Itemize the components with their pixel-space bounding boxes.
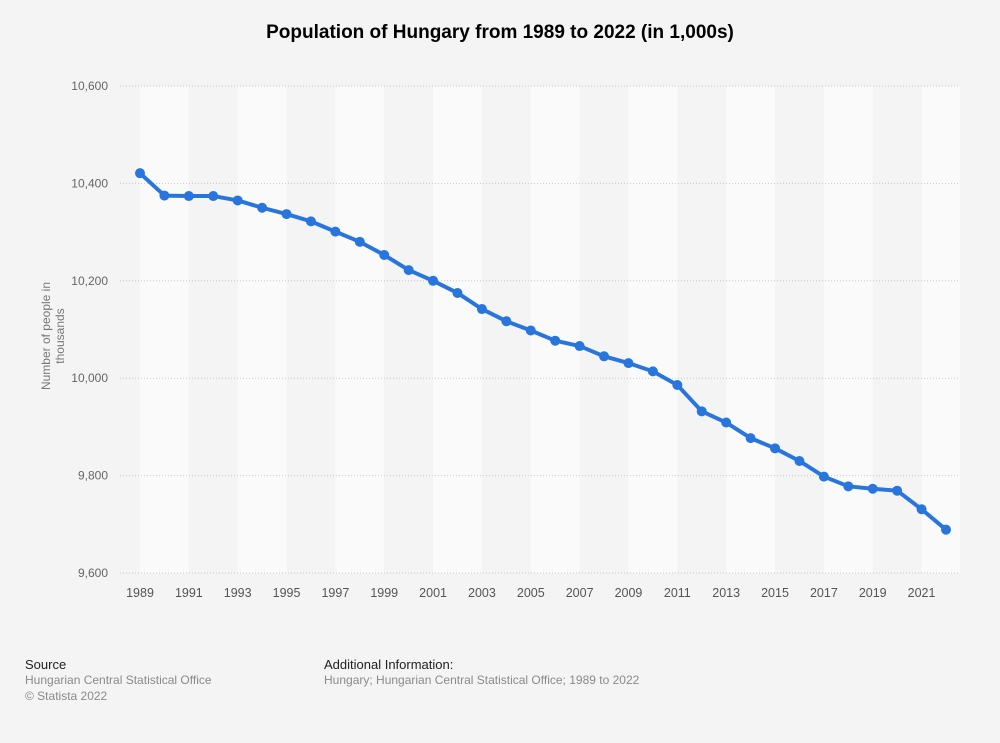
background-band xyxy=(823,86,873,573)
data-point xyxy=(599,351,610,362)
background-band xyxy=(677,86,727,573)
x-tick-label: 2019 xyxy=(859,586,887,600)
data-point xyxy=(476,304,487,315)
y-tick-label: 10,000 xyxy=(71,371,108,385)
data-point xyxy=(232,195,243,206)
data-point xyxy=(745,433,756,444)
y-tick-label: 10,600 xyxy=(71,79,108,93)
x-tick-label: 1991 xyxy=(175,586,203,600)
x-tick-label: 1995 xyxy=(273,586,301,600)
data-point xyxy=(403,265,414,276)
background-band xyxy=(335,86,385,573)
background-band xyxy=(237,86,287,573)
background-band xyxy=(433,86,482,573)
data-point xyxy=(379,249,390,260)
y-tick-label: 10,200 xyxy=(71,274,108,288)
x-tick-label: 1989 xyxy=(126,586,154,600)
data-point xyxy=(281,209,292,220)
data-point xyxy=(916,504,927,515)
data-point xyxy=(696,406,707,417)
data-point xyxy=(550,335,561,346)
x-tick-label: 2017 xyxy=(810,586,838,600)
data-point xyxy=(183,191,194,202)
x-tick-label: 1999 xyxy=(370,586,398,600)
additional-info-text: Hungary; Hungarian Central Statistical O… xyxy=(324,673,640,687)
background-band xyxy=(286,86,336,573)
x-tick-label: 2009 xyxy=(615,586,643,600)
copyright-text: © Statista 2022 xyxy=(25,689,108,703)
additional-info-heading: Additional Information: xyxy=(324,657,454,672)
x-tick-label: 1997 xyxy=(321,586,349,600)
data-point xyxy=(428,275,439,286)
y-tick-label: 9,600 xyxy=(78,566,108,580)
x-tick-label: 2015 xyxy=(761,586,789,600)
background-band xyxy=(726,86,776,573)
source-heading: Source xyxy=(25,657,67,672)
data-point xyxy=(892,485,903,496)
data-point xyxy=(574,341,585,352)
x-tick-label: 2013 xyxy=(712,586,740,600)
data-point xyxy=(647,366,658,377)
background-band xyxy=(188,86,238,573)
y-axis-label: Number of people in thousands xyxy=(39,281,67,391)
data-point xyxy=(135,168,145,179)
y-tick-label: 9,800 xyxy=(78,469,108,483)
x-tick-label: 2021 xyxy=(908,586,936,600)
source-text: Hungarian Central Statistical Office xyxy=(25,673,212,687)
x-tick-label: 2011 xyxy=(664,586,691,600)
data-point xyxy=(330,226,341,237)
x-tick-label: 2001 xyxy=(419,586,447,600)
data-point xyxy=(721,417,732,428)
data-point xyxy=(941,524,951,535)
background-band xyxy=(140,86,189,573)
data-point xyxy=(770,443,781,454)
x-tick-label: 2005 xyxy=(517,586,545,600)
data-point xyxy=(305,216,316,227)
background-band xyxy=(921,86,960,573)
data-point xyxy=(867,483,878,494)
data-point xyxy=(672,380,683,391)
data-point xyxy=(354,236,365,247)
data-point xyxy=(452,287,463,298)
background-band xyxy=(530,86,580,573)
x-tick-label: 2003 xyxy=(468,586,496,600)
data-point xyxy=(208,191,219,202)
background-band xyxy=(384,86,434,573)
data-point xyxy=(818,471,829,482)
data-point xyxy=(159,190,170,201)
data-point xyxy=(843,481,854,492)
x-tick-label: 1993 xyxy=(224,586,252,600)
data-point xyxy=(525,325,536,336)
y-tick-label: 10,400 xyxy=(71,176,108,190)
data-point xyxy=(794,455,805,466)
data-point xyxy=(257,202,268,213)
data-point xyxy=(623,358,634,369)
additional-info-block: Additional Information: Hungary; Hungari… xyxy=(324,657,639,688)
data-point xyxy=(501,316,512,327)
background-band xyxy=(775,86,824,573)
background-band xyxy=(579,86,629,573)
x-tick-label: 2007 xyxy=(566,586,594,600)
series-line xyxy=(138,171,948,532)
background-band xyxy=(872,86,922,573)
background-band xyxy=(628,86,678,573)
chart-title: Population of Hungary from 1989 to 2022 … xyxy=(266,22,734,43)
source-block: Source Hungarian Central Statistical Off… xyxy=(25,657,212,704)
